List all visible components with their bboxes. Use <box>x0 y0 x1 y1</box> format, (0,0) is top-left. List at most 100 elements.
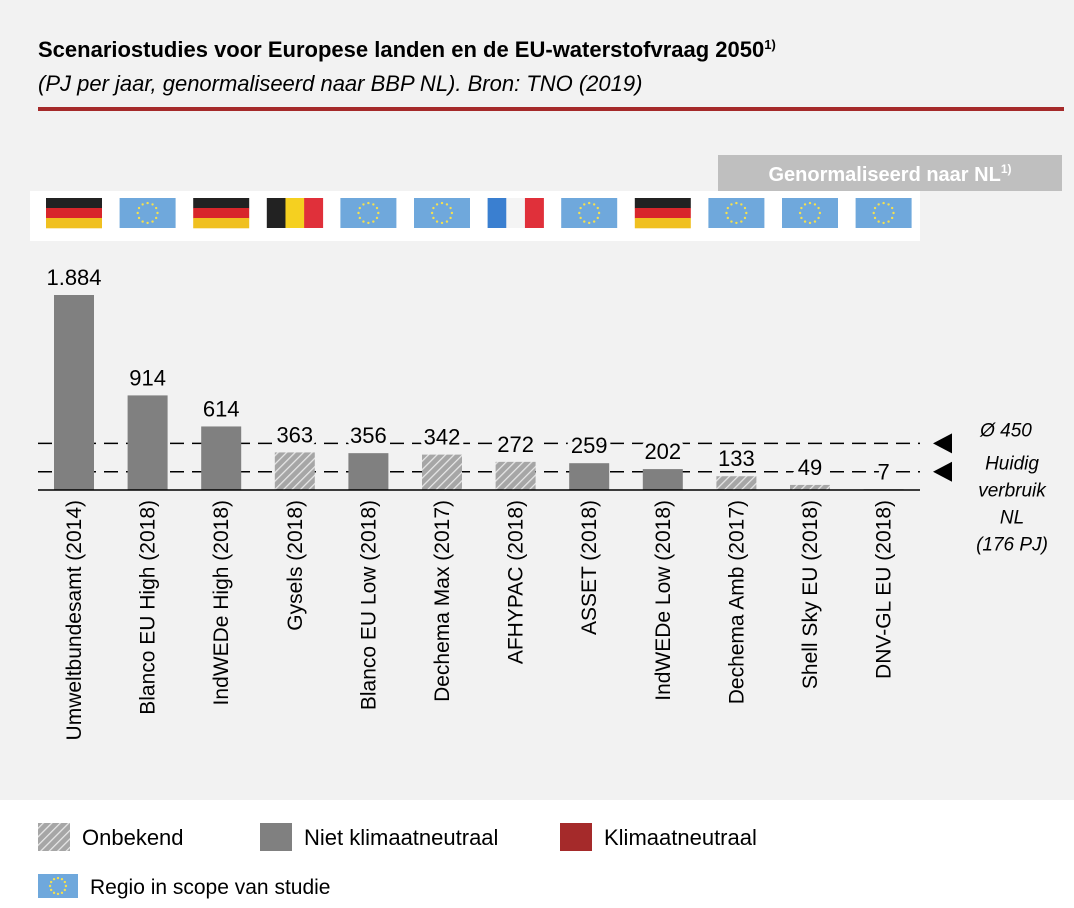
flag-star <box>432 216 435 220</box>
flag-star <box>882 201 885 205</box>
value-label: 7 <box>877 459 889 484</box>
bar <box>716 476 757 490</box>
bar <box>274 452 315 490</box>
flag-star <box>357 211 360 215</box>
bar <box>642 469 683 490</box>
flag-stripe <box>634 198 691 209</box>
flag-star <box>882 221 885 225</box>
flag-stripe <box>46 198 102 209</box>
flag-star <box>592 203 596 206</box>
flag-star <box>743 206 747 210</box>
value-label: 363 <box>276 422 313 447</box>
flag <box>855 198 912 228</box>
legend-label: Klimaatneutraal <box>604 825 757 850</box>
flag-star <box>154 206 158 210</box>
flag <box>414 198 470 228</box>
value-label: 342 <box>424 425 461 450</box>
flag <box>119 198 176 228</box>
reference-arrow <box>933 461 952 482</box>
flag-star <box>877 220 880 223</box>
flag-star <box>52 877 56 881</box>
value-label: 259 <box>571 433 608 458</box>
flag-star <box>588 201 591 205</box>
legend-label: Onbekend <box>82 825 184 850</box>
flag-star <box>726 216 730 220</box>
flag-stripe <box>634 218 691 229</box>
flag-star <box>141 220 144 223</box>
flag <box>561 198 618 228</box>
flag-star <box>813 220 817 223</box>
x-tick-label: ASSET (2018) <box>578 500 601 635</box>
flag-star <box>730 220 733 223</box>
flag-star <box>588 221 591 225</box>
flag-star <box>813 203 817 206</box>
bar <box>201 426 242 490</box>
flag-star <box>892 211 895 215</box>
flag-star <box>435 220 439 223</box>
flag-star <box>367 221 370 225</box>
flag-star <box>146 201 149 205</box>
legend-swatch <box>38 823 70 851</box>
flag-star <box>579 206 582 210</box>
flag <box>487 198 544 228</box>
flag-star <box>450 211 454 215</box>
flag-star <box>887 220 890 223</box>
flag-star <box>141 203 144 206</box>
x-tick-label: DNV-GL EU (2018) <box>873 500 896 679</box>
value-label: 272 <box>497 432 534 457</box>
flag-star <box>798 211 802 215</box>
flag-star <box>151 203 154 206</box>
flag-star <box>137 216 141 220</box>
x-tick-label: Blanco EU High (2018) <box>137 500 160 715</box>
flag-star <box>358 216 362 220</box>
badge-text: Genormaliseerd naar NL1) <box>769 162 1012 186</box>
flag-star <box>817 216 820 220</box>
flag <box>46 198 102 229</box>
flag-stripe <box>266 198 286 228</box>
flag-star <box>745 211 748 215</box>
flag-star <box>873 216 877 220</box>
flag-star <box>432 206 435 210</box>
x-tick-label: Blanco EU Low (2018) <box>357 500 380 710</box>
flag <box>634 198 691 229</box>
bar <box>348 453 389 490</box>
flag-star <box>48 884 52 888</box>
flag-star <box>803 203 807 206</box>
flag-star <box>890 206 894 210</box>
value-label: 133 <box>718 446 755 471</box>
flag-star <box>49 888 53 892</box>
x-tick-label: Dechema Max (2017) <box>431 500 454 702</box>
flag-stripe <box>193 208 250 219</box>
flag-stripe <box>193 218 250 229</box>
value-label: 202 <box>644 439 681 464</box>
reference-label: verbruik <box>978 480 1047 501</box>
flag-strip <box>30 191 920 241</box>
reference-arrow <box>933 433 952 454</box>
chart-subtitle: (PJ per jaar, genormaliseerd naar BBP NL… <box>38 71 642 96</box>
title-rule <box>38 107 1064 111</box>
x-tick-label: IndWEDe High (2018) <box>210 500 233 705</box>
flag-star <box>597 211 601 215</box>
flag-star <box>362 203 365 206</box>
flag-star <box>817 206 820 210</box>
flag-stripe <box>46 218 102 229</box>
flag-stripe <box>487 198 507 228</box>
flag-stripe <box>506 198 526 228</box>
flag-star <box>49 880 53 884</box>
x-tick-label: Dechema Amb (2017) <box>725 500 748 704</box>
flag-star <box>592 220 596 223</box>
x-tick-label: Gysels (2018) <box>284 500 307 631</box>
bar <box>422 454 462 490</box>
flag-star <box>735 221 738 225</box>
flag-star <box>375 206 379 210</box>
flag-star <box>890 216 894 220</box>
flag-star <box>146 221 149 225</box>
flag-star <box>56 876 60 880</box>
value-label: 1.884 <box>46 265 101 290</box>
bar <box>790 484 830 490</box>
flag-star <box>740 203 743 206</box>
reference-label: Ø 450 <box>979 420 1032 441</box>
flag-star <box>136 211 139 215</box>
bar <box>569 463 610 490</box>
x-tick-label: Shell Sky EU (2018) <box>799 500 822 689</box>
